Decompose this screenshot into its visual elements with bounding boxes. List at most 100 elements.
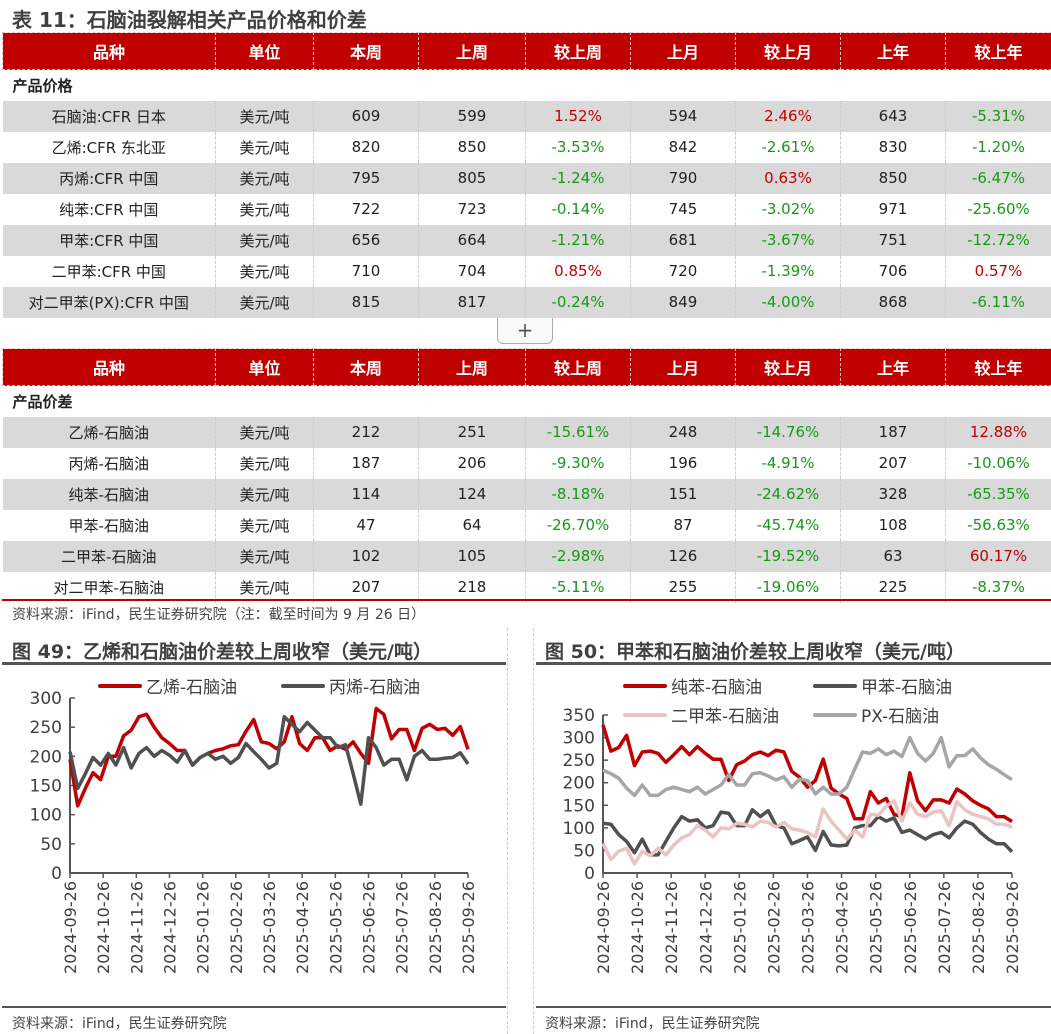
column-header: 上年	[840, 348, 946, 386]
x-tick-label: 2025-09-26	[1003, 881, 1022, 974]
table-cell: 594	[630, 100, 736, 132]
y-tick-label: 250	[30, 718, 62, 738]
y-tick-label: 100	[30, 806, 62, 826]
table-cell: 美元/吨	[215, 100, 314, 132]
table-cell: 795	[313, 162, 419, 194]
table-row: 对二甲苯-石脑油 美元/吨 207 218 -5.11% 255 -19.06% 225 -8.…	[2, 571, 1051, 603]
table-cell: 64	[418, 509, 526, 541]
column-header: 上月	[630, 32, 736, 70]
table-title: 表 11：石脑油裂解相关产品价格和价差	[12, 8, 367, 32]
table-cell: -4.91%	[735, 447, 841, 479]
table-cell: 63	[840, 540, 946, 572]
legend-label: 乙烯-石脑油	[146, 678, 237, 698]
x-tick-label: 2025-04-26	[293, 881, 312, 974]
table-cell: 207	[313, 571, 419, 603]
table-cell: 2.46%	[735, 100, 841, 132]
table-cell: -4.00%	[735, 286, 841, 318]
table-cell: 美元/吨	[215, 193, 314, 225]
table-cell: 126	[630, 540, 736, 572]
table-cell: 868	[840, 286, 946, 318]
legend-label: 二甲苯-石脑油	[671, 707, 779, 727]
table-cell: 美元/吨	[215, 162, 314, 194]
table-cell: -1.24%	[525, 162, 631, 194]
y-tick-label: 250	[563, 751, 595, 771]
column-header: 单位	[215, 348, 314, 386]
table-cell: 817	[418, 286, 526, 318]
table-row: 乙烯:CFR 东北亚 美元/吨 820 850 -3.53% 842 -2.61% 830 -1…	[2, 131, 1051, 163]
table-cell: 纯苯-石脑油	[2, 478, 216, 510]
table-cell: 对二甲苯(PX):CFR 中国	[2, 286, 216, 318]
table-cell: 对二甲苯-石脑油	[2, 571, 216, 603]
y-tick-label: 300	[30, 689, 62, 709]
x-tick-label: 2025-02-26	[227, 881, 246, 974]
table-cell: -3.02%	[735, 193, 841, 225]
table-cell: -3.67%	[735, 224, 841, 256]
x-tick-label: 2025-05-26	[326, 881, 345, 974]
table-cell: 1.52%	[525, 100, 631, 132]
table-cell: 830	[840, 131, 946, 163]
y-tick-label: 200	[563, 774, 595, 794]
table-cell: 0.57%	[945, 255, 1051, 287]
table-cell: 815	[313, 286, 419, 318]
x-tick-label: 2024-12-26	[161, 881, 180, 974]
x-tick-label: 2024-12-26	[696, 881, 715, 974]
x-tick-label: 2025-08-26	[426, 881, 445, 974]
table-cell: -19.52%	[735, 540, 841, 572]
table-row: 甲苯:CFR 中国 美元/吨 656 664 -1.21% 681 -3.67% 751 -12…	[2, 224, 1051, 256]
x-tick-label: 2025-07-26	[393, 881, 412, 974]
table-cell: 849	[630, 286, 736, 318]
table-cell: 美元/吨	[215, 131, 314, 163]
chart-0: 0 50 100 150 200 250 300 2024-09-26 2024-10-26 20…	[30, 678, 478, 974]
table-cell: -45.74%	[735, 509, 841, 541]
table-cell: 美元/吨	[215, 478, 314, 510]
table-cell: 60.17%	[945, 540, 1051, 572]
header-row: 品种 单位 本周 上周 较上周 上月 较上月 上年 较上年	[2, 348, 1051, 386]
table-source: 资料来源：iFind，民生证券研究院（注：截至时间为 9 月 26 日）	[12, 607, 426, 623]
title-rule	[2, 662, 506, 665]
table-cell: -14.76%	[735, 416, 841, 448]
table-cell: -0.24%	[525, 286, 631, 318]
x-tick-label: 2024-10-26	[94, 881, 113, 974]
x-tick-label: 2025-02-26	[764, 881, 783, 974]
table-cell: -10.06%	[945, 447, 1051, 479]
x-tick-label: 2025-06-26	[901, 881, 920, 974]
table-cell: 745	[630, 193, 736, 225]
column-header: 较上年	[945, 32, 1051, 70]
header-row: 品种 单位 本周 上周 较上周 上月 较上月 上年 较上年	[2, 32, 1051, 70]
table-cell: 850	[840, 162, 946, 194]
table-cell: -5.11%	[525, 571, 631, 603]
column-header: 较上周	[525, 348, 631, 386]
table-cell: -1.21%	[525, 224, 631, 256]
y-tick-label: 150	[30, 777, 62, 797]
x-tick-label: 2025-07-26	[935, 881, 954, 974]
y-tick-label: 300	[563, 729, 595, 749]
series-line-0	[68, 706, 470, 808]
table-cell: 甲苯:CFR 中国	[2, 224, 216, 256]
x-tick-label: 2025-01-26	[730, 881, 749, 974]
table-cell: 664	[418, 224, 526, 256]
y-tick-label: 50	[573, 841, 595, 861]
x-tick-label: 2025-09-26	[459, 881, 478, 974]
y-tick-label: 150	[563, 796, 595, 816]
y-tick-label: 200	[30, 747, 62, 767]
table-cell: 纯苯:CFR 中国	[2, 193, 216, 225]
y-tick-label: 100	[563, 819, 595, 839]
table-cell: -3.53%	[525, 131, 631, 163]
table-cell: -56.63%	[945, 509, 1051, 541]
table-cell: -5.31%	[945, 100, 1051, 132]
table-cell: 842	[630, 131, 736, 163]
table-cell: 二甲苯-石脑油	[2, 540, 216, 572]
table-cell: -65.35%	[945, 478, 1051, 510]
table-cell: 656	[313, 224, 419, 256]
divider	[533, 628, 534, 1034]
x-tick-label: 2025-06-26	[360, 881, 379, 974]
table-cell: 美元/吨	[215, 255, 314, 287]
table-cell: 609	[313, 100, 419, 132]
table-cell: 102	[313, 540, 419, 572]
table-cell: 225	[840, 571, 946, 603]
table-cell: 850	[418, 131, 526, 163]
expand-button[interactable]: +	[497, 318, 553, 344]
table-row: 纯苯:CFR 中国 美元/吨 722 723 -0.14% 745 -3.02% 971 -25…	[2, 193, 1051, 225]
